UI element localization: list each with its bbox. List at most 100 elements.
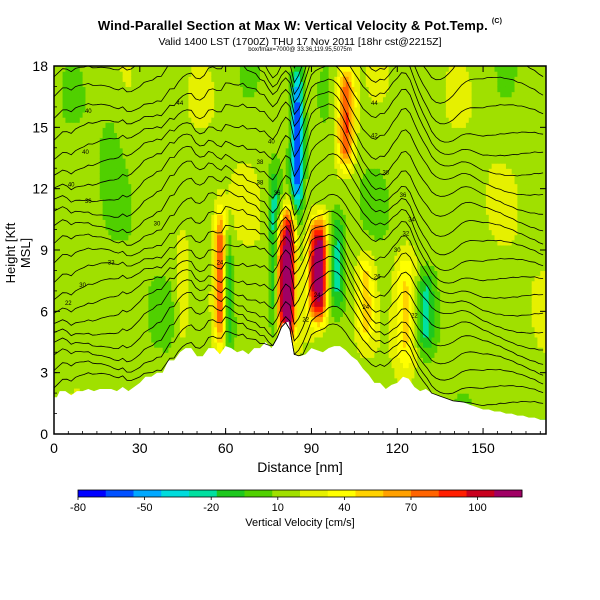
heatmap-cell [185, 117, 190, 123]
heatmap-cell [217, 336, 221, 343]
heatmap-cell [108, 244, 112, 251]
heatmap-cell [134, 331, 138, 338]
heatmap-cell [179, 137, 184, 144]
heatmap-cell [202, 229, 207, 236]
heatmap-cell [154, 342, 158, 348]
heatmap-cell [94, 127, 98, 134]
heatmap-cell [205, 147, 210, 154]
heatmap-cell [102, 86, 107, 93]
heatmap-cell [214, 168, 218, 174]
heatmap-cell [194, 336, 198, 343]
heatmap-cell [165, 342, 170, 348]
heatmap-cell [199, 132, 204, 139]
heatmap-cell [179, 316, 184, 323]
heatmap-cell [96, 142, 101, 149]
heatmap-cell [211, 112, 215, 118]
heatmap-cell [177, 163, 181, 169]
heatmap-cell [122, 178, 127, 185]
heatmap-cell [208, 275, 212, 282]
heatmap-cell [205, 239, 210, 246]
heatmap-cell [56, 96, 61, 103]
heatmap-cell [142, 96, 147, 103]
heatmap-cell [165, 260, 170, 266]
heatmap-cell [177, 239, 181, 246]
heatmap-cell [62, 229, 67, 236]
heatmap-cell [185, 152, 190, 159]
heatmap-cell [56, 296, 61, 302]
heatmap-cell [188, 336, 192, 343]
heatmap-cell [76, 204, 81, 210]
heatmap-cell [139, 137, 144, 144]
heatmap-cell [108, 311, 112, 318]
heatmap-cell [116, 347, 121, 353]
heatmap-cell [119, 331, 124, 338]
heatmap-cell [54, 76, 58, 82]
heatmap-cell [56, 270, 61, 277]
heatmap-cell [74, 173, 78, 180]
heatmap-cell [56, 250, 61, 256]
heatmap-cell [76, 147, 81, 154]
heatmap-cell [114, 239, 118, 246]
heatmap-cell [125, 296, 129, 302]
heatmap-cell [171, 188, 175, 195]
heatmap-cell [188, 316, 192, 323]
heatmap-cell [119, 239, 124, 246]
heatmap-cell [177, 168, 181, 174]
heatmap-cell [128, 382, 132, 389]
heatmap-cell [105, 316, 109, 323]
heatmap-cell [145, 219, 149, 226]
heatmap-cell [125, 204, 129, 210]
heatmap-cell [191, 178, 195, 185]
heatmap-cell [148, 122, 152, 128]
heatmap-cell [199, 91, 204, 98]
heatmap-cell [119, 280, 124, 287]
heatmap-cell [59, 255, 64, 261]
heatmap-cell [68, 265, 72, 272]
heatmap-cell [82, 132, 87, 139]
heatmap-cell [159, 296, 164, 302]
heatmap-cell [131, 280, 135, 287]
heatmap-cell [85, 321, 89, 328]
heatmap-cell [122, 382, 127, 389]
heatmap-cell [102, 214, 107, 220]
heatmap-cell [174, 275, 178, 282]
heatmap-cell [208, 270, 212, 277]
heatmap-cell [65, 270, 69, 277]
heatmap-cell [174, 142, 178, 149]
heatmap-cell [168, 178, 172, 185]
heatmap-cell [79, 342, 84, 348]
heatmap-cell [105, 224, 109, 231]
heatmap-cell [134, 198, 138, 205]
heatmap-cell [114, 168, 118, 174]
heatmap-cell [85, 101, 89, 108]
heatmap-cell [108, 367, 112, 374]
heatmap-cell [114, 362, 118, 369]
heatmap-cell [199, 152, 204, 159]
heatmap-cell [148, 163, 152, 169]
heatmap-cell [99, 342, 104, 348]
heatmap-cell [59, 214, 64, 220]
heatmap-cell [119, 117, 124, 123]
heatmap-cell [151, 81, 155, 88]
heatmap-cell [148, 296, 152, 302]
heatmap-cell [125, 382, 129, 389]
heatmap-cell [114, 193, 118, 200]
heatmap-cell [54, 214, 58, 220]
heatmap-cell [185, 132, 190, 139]
heatmap-cell [56, 173, 61, 180]
heatmap-cell [185, 224, 190, 231]
heatmap-cell [91, 270, 95, 277]
heatmap-cell [65, 112, 69, 118]
heatmap-cell [74, 306, 78, 312]
heatmap-cell [171, 137, 175, 144]
heatmap-cell [111, 193, 115, 200]
heatmap-cell [151, 127, 155, 134]
heatmap-cell [171, 219, 175, 226]
heatmap-cell [71, 214, 75, 220]
heatmap-cell [165, 127, 170, 134]
heatmap-cell [217, 260, 221, 266]
heatmap-cell [82, 367, 87, 374]
heatmap-cell [71, 362, 75, 369]
heatmap-cell [105, 331, 109, 338]
heatmap-cell [185, 66, 190, 72]
